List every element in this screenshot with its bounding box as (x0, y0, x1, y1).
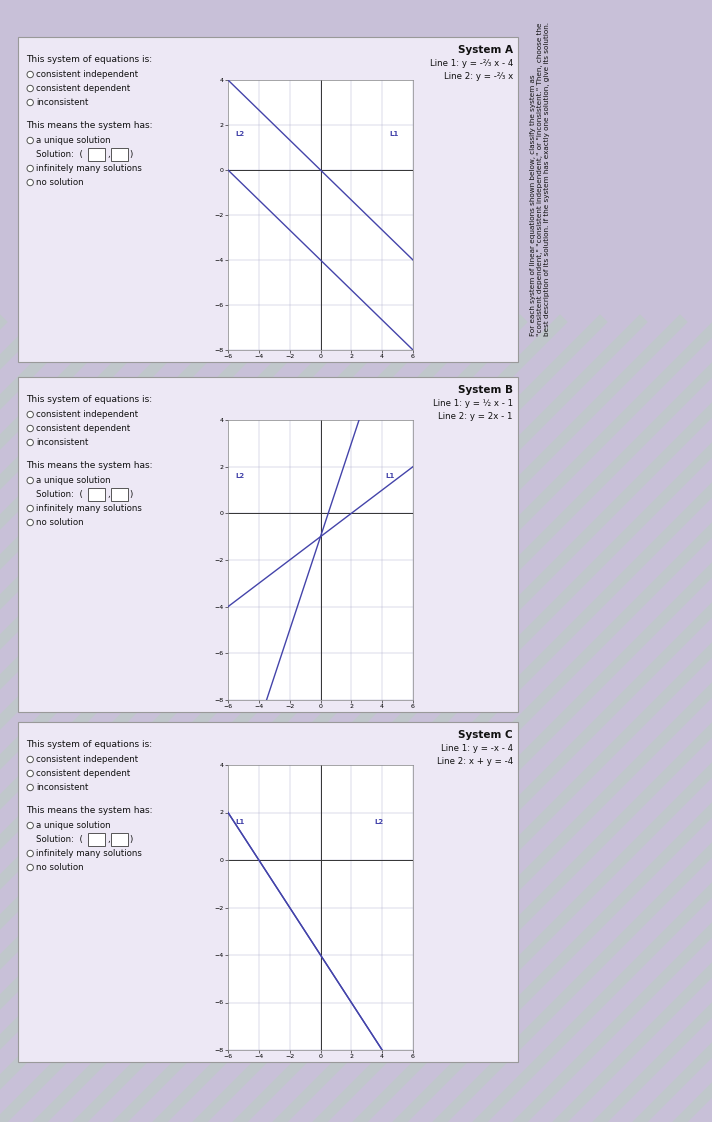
Text: L2: L2 (375, 819, 384, 826)
Circle shape (27, 771, 33, 776)
Circle shape (27, 519, 33, 526)
Text: This system of equations is:: This system of equations is: (26, 741, 152, 749)
Text: infinitely many solutions: infinitely many solutions (36, 504, 142, 513)
Text: System B: System B (458, 385, 513, 395)
Text: Solution:  (: Solution: ( (36, 490, 83, 499)
Text: Line 1: y = ½ x - 1: Line 1: y = ½ x - 1 (433, 399, 513, 408)
Text: This means the system has:: This means the system has: (26, 806, 152, 815)
Text: consistent dependent: consistent dependent (36, 84, 130, 93)
Circle shape (27, 822, 33, 829)
Text: L1: L1 (390, 131, 399, 137)
Text: ): ) (130, 150, 132, 159)
Text: ,: , (108, 490, 110, 499)
Text: System C: System C (459, 730, 513, 741)
Text: no solution: no solution (36, 518, 84, 527)
Bar (111, 488, 128, 502)
FancyBboxPatch shape (18, 377, 518, 712)
Circle shape (27, 477, 33, 484)
Text: Line 1: y = -²⁄₃ x - 4: Line 1: y = -²⁄₃ x - 4 (429, 59, 513, 68)
Text: ): ) (130, 835, 132, 844)
Text: System A: System A (458, 45, 513, 55)
Bar (111, 148, 128, 160)
Circle shape (27, 425, 33, 432)
Text: This system of equations is:: This system of equations is: (26, 395, 152, 404)
Text: This system of equations is:: This system of equations is: (26, 55, 152, 64)
Circle shape (27, 784, 33, 791)
Text: inconsistent: inconsistent (36, 98, 89, 107)
Circle shape (27, 180, 33, 186)
Text: L2: L2 (236, 131, 245, 137)
Circle shape (27, 165, 33, 172)
Circle shape (27, 72, 33, 77)
Text: a unique solution: a unique solution (36, 821, 111, 830)
Text: Line 1: y = -x - 4: Line 1: y = -x - 4 (441, 744, 513, 753)
Text: ,: , (108, 150, 110, 159)
Text: consistent independent: consistent independent (36, 410, 139, 419)
Text: L1: L1 (385, 473, 394, 479)
FancyBboxPatch shape (18, 721, 518, 1063)
Text: consistent dependent: consistent dependent (36, 424, 130, 433)
Text: ): ) (130, 490, 132, 499)
Text: This means the system has:: This means the system has: (26, 121, 152, 130)
Text: Line 2: y = -²⁄₃ x: Line 2: y = -²⁄₃ x (444, 72, 513, 81)
Text: ,: , (108, 835, 110, 844)
Text: Line 2: y = 2x - 1: Line 2: y = 2x - 1 (439, 412, 513, 421)
Text: Line 2: x + y = -4: Line 2: x + y = -4 (436, 757, 513, 766)
Circle shape (27, 412, 33, 417)
Text: Solution:  (: Solution: ( (36, 835, 83, 844)
Circle shape (27, 100, 33, 105)
Text: consistent independent: consistent independent (36, 70, 139, 79)
Circle shape (27, 864, 33, 871)
Circle shape (27, 505, 33, 512)
Text: consistent independent: consistent independent (36, 755, 139, 764)
Text: L1: L1 (236, 819, 245, 826)
Text: Solution:  (: Solution: ( (36, 150, 83, 159)
Text: inconsistent: inconsistent (36, 783, 89, 792)
Bar (88, 148, 105, 160)
Text: a unique solution: a unique solution (36, 136, 111, 145)
Bar (111, 833, 128, 846)
Circle shape (27, 85, 33, 92)
Circle shape (27, 756, 33, 763)
Text: a unique solution: a unique solution (36, 476, 111, 485)
Circle shape (27, 137, 33, 144)
Text: consistent dependent: consistent dependent (36, 769, 130, 778)
FancyBboxPatch shape (18, 37, 518, 362)
Circle shape (27, 440, 33, 445)
Text: infinitely many solutions: infinitely many solutions (36, 164, 142, 173)
Text: For each system of linear equations shown below, classify the system as
"consist: For each system of linear equations show… (530, 22, 550, 335)
Circle shape (27, 850, 33, 857)
Text: no solution: no solution (36, 863, 84, 872)
Bar (88, 488, 105, 502)
Bar (88, 833, 105, 846)
Text: infinitely many solutions: infinitely many solutions (36, 849, 142, 858)
Text: This means the system has:: This means the system has: (26, 461, 152, 470)
Text: L2: L2 (236, 473, 245, 479)
Text: no solution: no solution (36, 178, 84, 187)
Text: inconsistent: inconsistent (36, 438, 89, 447)
